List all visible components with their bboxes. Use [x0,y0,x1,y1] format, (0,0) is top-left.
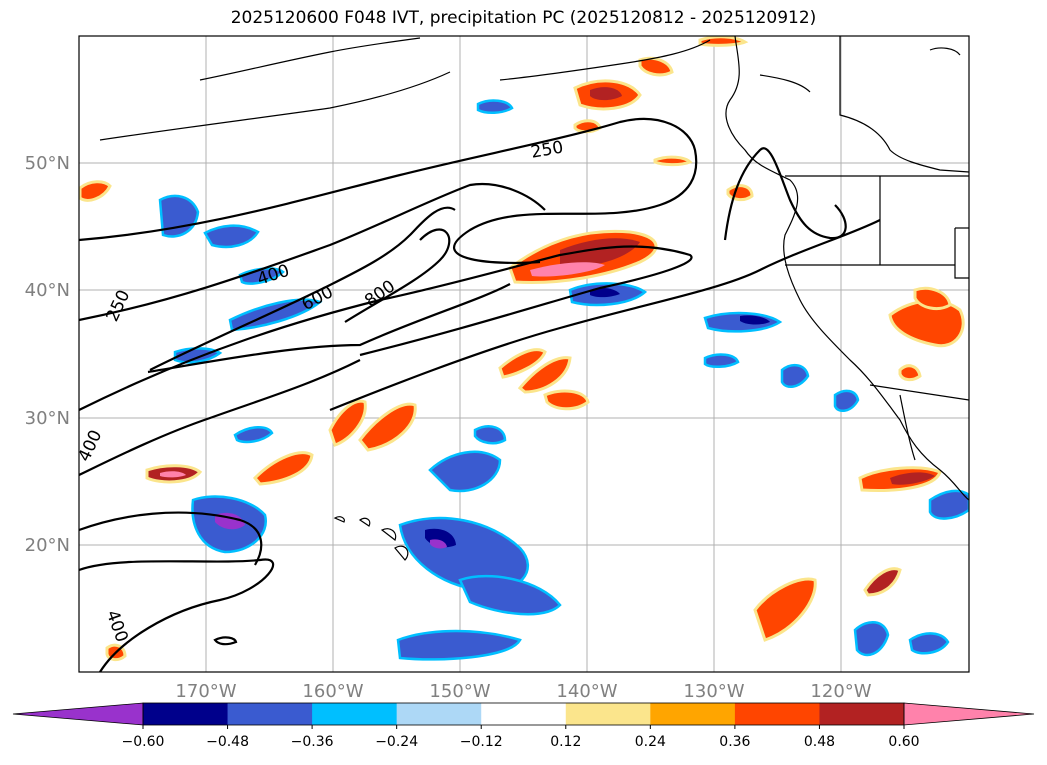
colorbar-segment [312,703,398,725]
colorbar-segment [143,703,229,725]
colorbar-tick-label: 0.60 [888,734,919,750]
colorbar-tick-label: 0.12 [550,734,581,750]
map-title: 2025120600 F048 IVT, precipitation PC (2… [230,8,817,28]
lon-label-140w: 140°W [556,681,617,702]
lon-label-160w: 160°W [302,681,363,702]
colorbar-tick-label: −0.48 [206,734,249,750]
colorbar-tick-label: 0.48 [804,734,835,750]
colorbar-tick-label: −0.12 [460,734,503,750]
ivt-contour-labels: 250 400 600 800 250 400 400 [79,137,565,645]
colorbar-tick-label: −0.24 [375,734,418,750]
lat-label-20n: 20°N [25,535,70,556]
colorbar-segment [734,703,820,725]
precip-positive-areas [79,36,965,662]
colorbar-tick-label: 0.24 [635,734,666,750]
colorbar-tick-label: 0.36 [719,734,750,750]
colorbar-tick-label: −0.36 [291,734,334,750]
coastlines [99,36,969,501]
colorbar-extend-high [903,702,1035,726]
ivt-contours [79,117,881,672]
lon-label-150w: 150°W [429,681,490,702]
colorbar-segment [227,703,313,725]
longitude-labels: 170°W 160°W 150°W 140°W 130°W 120°W [175,681,871,702]
ivt-label-400-south: 400 [102,608,132,645]
ivt-label-250-north: 250 [529,137,564,162]
lon-label-130w: 130°W [683,681,744,702]
ivt-label-600: 600 [299,282,337,315]
colorbar-segment [819,703,905,725]
colorbar-segments [143,703,905,725]
colorbar: −0.60 −0.48 −0.36 −0.24 −0.12 0.12 0.24 0.36 0.4… [12,702,1035,750]
ivt-label-250-west: 250 [103,287,135,325]
lat-label-50n: 50°N [25,153,70,174]
colorbar-segment [396,703,482,725]
political-borders [785,36,969,401]
colorbar-extend-low [12,702,144,726]
map-frame [78,35,970,673]
lat-label-40n: 40°N [25,280,70,301]
ivt-label-400-mid: 400 [255,261,292,290]
colorbar-tick-label: −0.60 [122,734,165,750]
precip-negative-areas [158,99,969,661]
colorbar-segment [650,703,736,725]
islands [333,516,409,561]
lat-label-30n: 30°N [25,408,70,429]
lon-label-120w: 120°W [810,681,871,702]
colorbar-segment [565,703,651,725]
colorbar-segment [481,703,567,725]
colorbar-frame [142,702,905,726]
ivt-label-800: 800 [361,276,399,311]
colorbar-ticks: −0.60 −0.48 −0.36 −0.24 −0.12 0.12 0.24 0.36 0.4… [122,725,920,750]
latitude-labels: 50°N 40°N 30°N 20°N [25,153,70,556]
lon-label-170w: 170°W [175,681,236,702]
